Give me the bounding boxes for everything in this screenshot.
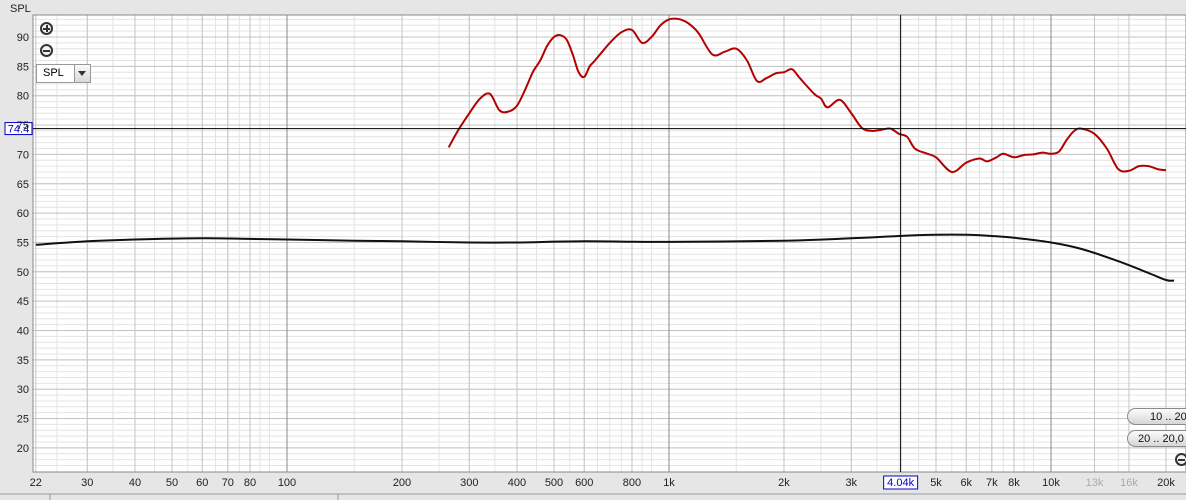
x-tick-label: 500 [545, 477, 563, 489]
x-tick-label: 600 [575, 477, 593, 489]
x-tick-label: 20k [1157, 477, 1175, 489]
y-tick-label: 20 [17, 443, 29, 455]
x-tick-label: 16k [1120, 477, 1138, 489]
x-tick-label: 13k [1086, 477, 1104, 489]
x-tick-label: 10k [1042, 477, 1060, 489]
x-tick-label: 30 [81, 477, 93, 489]
cursor-x-box [883, 475, 919, 490]
series-layer [35, 17, 1175, 282]
chevron-down-icon[interactable] [74, 65, 90, 82]
plot-border [32, 14, 1186, 473]
y-tick-label: 55 [17, 237, 29, 249]
x-tick-label: 50 [166, 477, 178, 489]
x-tick-label: 22 [30, 477, 42, 489]
range-button-10-20[interactable]: 10 .. 20 [1127, 408, 1186, 425]
x-tick-label: 300 [460, 477, 478, 489]
zoom-in-icon[interactable] [40, 22, 53, 35]
y-tick-label: 80 [17, 91, 29, 103]
x-tick-label: 40 [129, 477, 141, 489]
x-tick-label: 6k [960, 477, 972, 489]
range-button-10-20-label: 10 .. 20 [1150, 411, 1186, 423]
y-tick-labels: 90 85 80 75 70 65 60 55 50 45 40 35 30 25 20 [17, 32, 29, 455]
y-tick-label: 45 [17, 296, 29, 308]
spl-type-select[interactable]: SPL [36, 64, 91, 83]
series-0-line [447, 17, 1167, 174]
x-tick-label: 200 [393, 477, 411, 489]
y-tick-label: 25 [17, 414, 29, 426]
x-tick-label: 60 [196, 477, 208, 489]
y-tick-label: 70 [17, 149, 29, 161]
cursor-x-label: 4.04k [887, 477, 914, 489]
y-tick-label: 40 [17, 326, 29, 338]
zoom-out-icon[interactable] [40, 44, 53, 57]
x-tick-label: 800 [623, 477, 641, 489]
range-button-20-20000-label: 20 .. 20,0 [1138, 433, 1184, 445]
x-tick-label: 2k [778, 477, 790, 489]
y-tick-label: 50 [17, 267, 29, 279]
zoom-out-icon-bottom[interactable] [1175, 453, 1186, 466]
y-tick-label: 85 [17, 61, 29, 73]
spl-type-select-value: SPL [43, 67, 64, 79]
x-tick-label: 400 [508, 477, 526, 489]
cursor-layer: 74.4 4.04k [4, 15, 1186, 490]
y-tick-label: 30 [17, 384, 29, 396]
x-tick-label: 80 [244, 477, 256, 489]
x-tick-labels: 22 30 40 50 60 70 80 100 200 300 400 500 600 800 1k 2k 3… [30, 477, 1176, 489]
x-tick-label: 1k [663, 477, 675, 489]
x-tick-label: 100 [278, 477, 296, 489]
grid-major [32, 14, 1186, 473]
y-tick-label: 60 [17, 208, 29, 220]
series-1-line [35, 233, 1175, 282]
cursor-y-label: 74.4 [8, 124, 29, 136]
y-tick-label: 90 [17, 32, 29, 44]
x-tick-label: 8k [1008, 477, 1020, 489]
y-axis-label: SPL [10, 3, 31, 15]
x-tick-label: 5k [930, 477, 942, 489]
x-tick-label: 3k [845, 477, 857, 489]
cursor-y-box [4, 122, 33, 136]
x-tick-label: 70 [222, 477, 234, 489]
y-tick-label: 35 [17, 355, 29, 367]
x-tick-label: 7k [986, 477, 998, 489]
y-tick-label: 65 [17, 179, 29, 191]
y-tick-label: 75 [17, 120, 29, 132]
range-button-20-20000[interactable]: 20 .. 20,0 [1127, 430, 1186, 447]
